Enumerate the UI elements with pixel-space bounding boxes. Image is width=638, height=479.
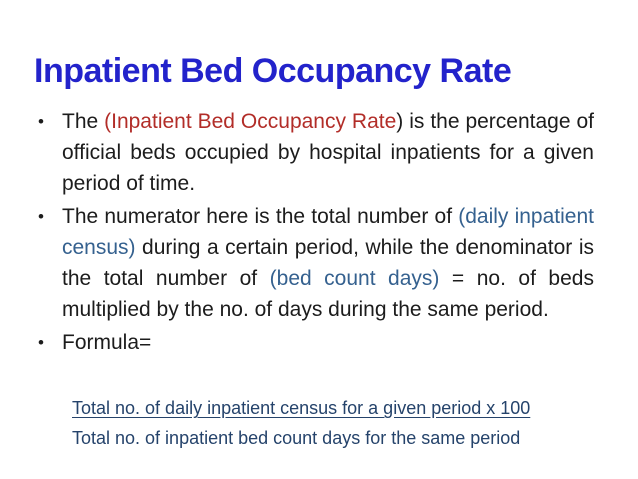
slide-title: Inpatient Bed Occupancy Rate	[34, 52, 512, 90]
bullet-item-definition: • The (Inpatient Bed Occupancy Rate) is t…	[36, 106, 594, 199]
bullet-dot: •	[38, 333, 44, 352]
red-highlight-text: (Inpatient Bed Occupancy Rate	[104, 110, 397, 133]
bullet-dot: •	[38, 112, 44, 131]
text-segment: Formula=	[62, 331, 152, 354]
formula-denominator: Total no. of inpatient bed count days fo…	[72, 428, 521, 448]
bullet-item-formula-label: • Formula=	[36, 327, 594, 358]
text-segment: during a certain period, while the denom…	[62, 236, 594, 290]
bullet-list: • The (Inpatient Bed Occupancy Rate) is t…	[36, 106, 596, 360]
text-segment: The	[62, 110, 105, 133]
bullet-dot: •	[38, 207, 44, 226]
bullet-item-numerator-denominator: • The numerator here is the total number …	[36, 201, 594, 325]
blue-highlight-text: (bed count days)	[269, 267, 440, 290]
text-segment: The numerator here is the total number o…	[62, 205, 459, 228]
text-segment: ) is the percentage of official beds occ…	[62, 110, 594, 195]
formula-block: Total no. of daily inpatient census for …	[72, 393, 530, 453]
blue-highlight-text: (daily inpatient census)	[62, 205, 594, 259]
text-segment: = no. of beds multiplied by the no. of d…	[62, 267, 594, 321]
formula-numerator: Total no. of daily inpatient census for …	[72, 398, 531, 418]
